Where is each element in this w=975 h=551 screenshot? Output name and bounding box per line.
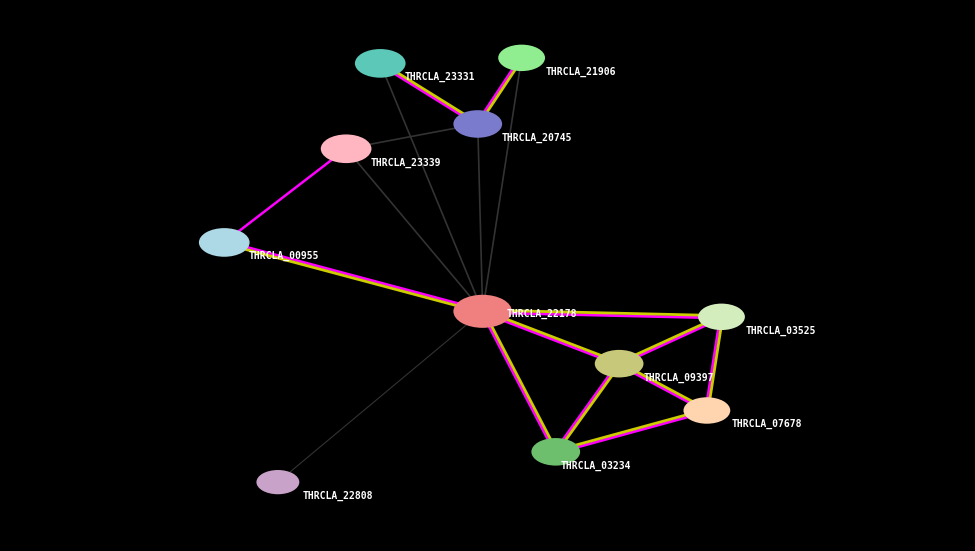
Circle shape — [321, 134, 371, 163]
Circle shape — [683, 397, 730, 424]
Circle shape — [199, 228, 250, 257]
Circle shape — [498, 45, 545, 71]
Circle shape — [531, 438, 580, 466]
Text: THRCLA_20745: THRCLA_20745 — [502, 133, 572, 143]
Text: THRCLA_03234: THRCLA_03234 — [561, 461, 631, 471]
Text: THRCLA_22178: THRCLA_22178 — [507, 309, 577, 319]
Circle shape — [453, 110, 502, 138]
Circle shape — [453, 295, 512, 328]
Circle shape — [256, 470, 299, 494]
Circle shape — [698, 304, 745, 330]
Text: THRCLA_22808: THRCLA_22808 — [302, 491, 372, 501]
Text: THRCLA_07678: THRCLA_07678 — [731, 419, 801, 429]
Circle shape — [355, 49, 406, 78]
Text: THRCLA_00955: THRCLA_00955 — [249, 251, 319, 261]
Text: THRCLA_23331: THRCLA_23331 — [405, 72, 475, 82]
Text: THRCLA_09397: THRCLA_09397 — [644, 372, 714, 382]
Text: THRCLA_23339: THRCLA_23339 — [370, 158, 441, 168]
Circle shape — [595, 350, 644, 377]
Text: THRCLA_03525: THRCLA_03525 — [746, 326, 816, 336]
Text: THRCLA_21906: THRCLA_21906 — [546, 67, 616, 77]
